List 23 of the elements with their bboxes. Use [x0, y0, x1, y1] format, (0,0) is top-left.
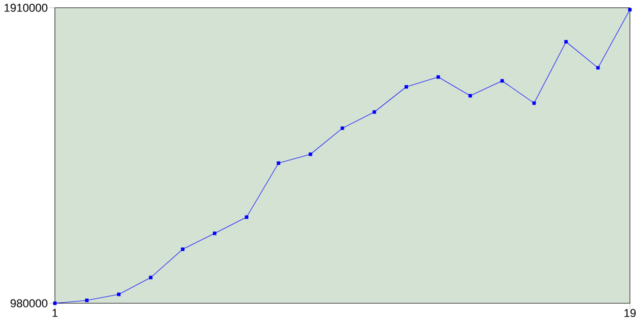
- point: [276, 162, 280, 165]
- point: [212, 232, 216, 236]
- point: [564, 40, 568, 44]
- point: [180, 248, 184, 252]
- point: [532, 101, 536, 105]
- point: [436, 75, 440, 79]
- point: [117, 292, 121, 296]
- point: [149, 276, 152, 280]
- point: [404, 85, 408, 89]
- point: [596, 66, 600, 70]
- point: [85, 298, 89, 302]
- point: [340, 126, 344, 130]
- x-tick-label: 1: [52, 309, 58, 317]
- point: [372, 110, 376, 114]
- point: [53, 302, 57, 306]
- point: [244, 216, 248, 219]
- point: [468, 94, 472, 98]
- point: [308, 152, 312, 156]
- point: [500, 79, 504, 83]
- x-tick-label: 19: [624, 309, 636, 318]
- point: [628, 8, 632, 12]
- y-tick-label: 1910000: [4, 4, 48, 12]
- y-tick-label: 980000: [10, 299, 48, 308]
